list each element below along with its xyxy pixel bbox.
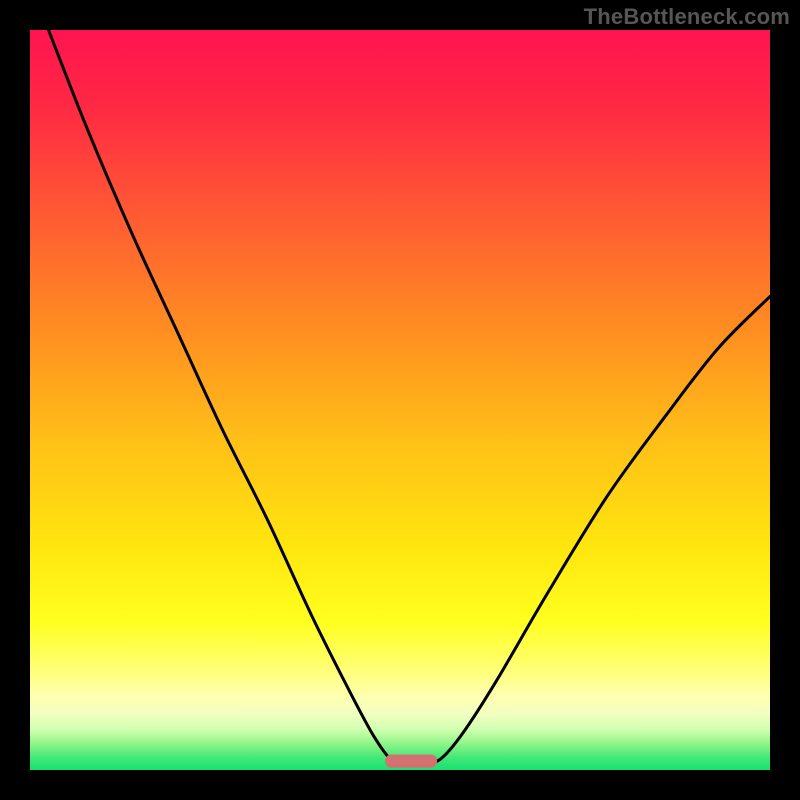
optimal-marker <box>385 754 437 767</box>
watermark-text: TheBottleneck.com <box>584 4 790 30</box>
bottleneck-chart <box>0 0 800 800</box>
plot-background <box>30 30 770 770</box>
chart-container: { "watermark": { "text": "TheBottleneck.… <box>0 0 800 800</box>
